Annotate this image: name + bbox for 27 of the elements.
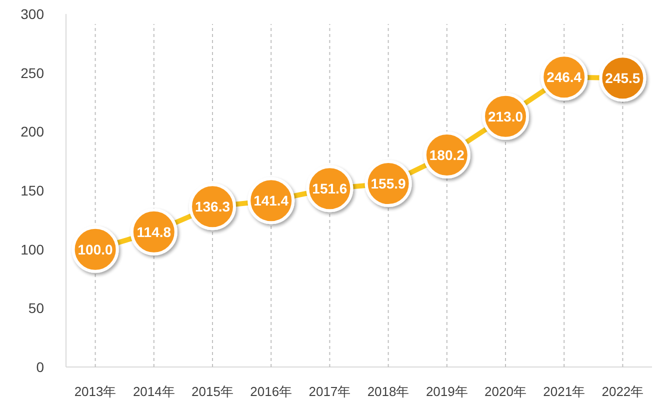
y-tick-label: 300 [20,6,44,22]
x-tick-label: 2013年 [74,384,116,399]
y-tick-label: 0 [36,359,44,375]
y-tick-label: 150 [20,182,44,198]
text: 136.3 [194,198,230,215]
x-tick-label: 2014年 [132,384,175,399]
text: 114.8 [136,224,172,240]
text: 246.4 [546,69,582,86]
x-tick-label: 2018年 [367,384,410,399]
text: 151.6 [312,180,348,197]
x-tick-label: 2017年 [308,384,351,399]
text: 100.0 [78,241,113,258]
x-tick-label: 2019年 [426,384,468,399]
y-tick-label: 250 [20,64,44,81]
x-tick-label: 2022年 [602,384,644,399]
y-tick-label: 50 [28,300,44,316]
text: 213.0 [488,108,524,124]
text: 245.5 [605,70,640,86]
y-tick-label: 100 [20,241,44,258]
text: 155.9 [370,176,406,192]
x-tick-label: 2021年 [543,384,586,399]
text: 141.4 [254,192,289,209]
x-tick-label: 2016年 [250,384,292,399]
text: 180.2 [429,146,464,163]
y-tick-label: 200 [20,124,44,140]
x-tick-label: 2015年 [192,384,234,399]
x-tick-label: 2020年 [484,384,526,399]
